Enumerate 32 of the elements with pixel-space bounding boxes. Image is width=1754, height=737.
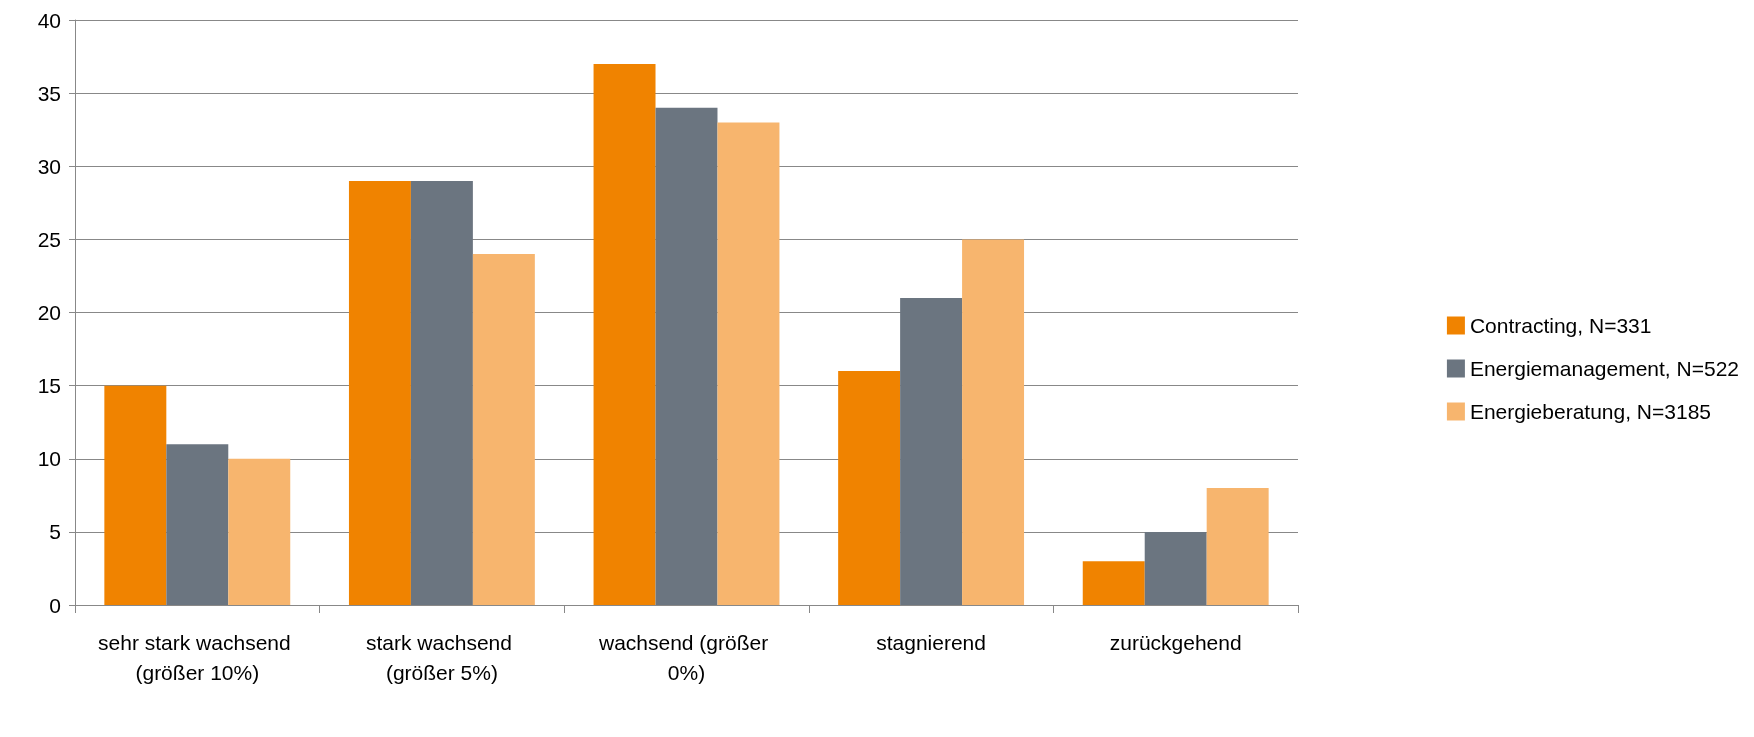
x-tick-label: stark wachsend (größer 5%) (366, 630, 518, 684)
legend-label: Contracting, N=331 (1469, 314, 1652, 337)
legend-label: Energieberatung, N=3185 (1469, 400, 1712, 423)
x-tick-label: sehr stark wachsend (größer 10%) (98, 630, 297, 684)
bar (410, 180, 473, 605)
bar (348, 180, 411, 605)
y-tick-label: 25 (37, 227, 61, 251)
bar (593, 63, 656, 605)
y-tick-label: 30 (37, 154, 61, 178)
y-tick-label: 40 (37, 8, 61, 32)
x-tick-label: wachsend (größer 0%) (597, 630, 775, 684)
y-tick-label: 35 (37, 81, 61, 105)
bar (472, 254, 535, 605)
y-tick-label: 5 (49, 520, 61, 544)
bar (1082, 561, 1145, 605)
bar (1144, 531, 1207, 605)
x-tick-label: stagnierend (876, 630, 986, 654)
bar (104, 385, 167, 605)
bar (1206, 488, 1269, 605)
y-tick-label: 0 (49, 593, 61, 617)
bar (962, 239, 1025, 605)
bar (838, 371, 901, 605)
bar (655, 107, 718, 605)
bar (900, 297, 963, 605)
bar (717, 122, 780, 605)
bar (166, 444, 229, 605)
y-tick-label: 15 (37, 374, 61, 398)
y-tick-label: 10 (37, 447, 61, 471)
x-tick-label: zurückgehend (1109, 630, 1242, 654)
legend-label: Energiemanagement, N=522 (1469, 357, 1739, 380)
y-tick-label: 20 (37, 301, 61, 324)
bar (228, 458, 291, 605)
